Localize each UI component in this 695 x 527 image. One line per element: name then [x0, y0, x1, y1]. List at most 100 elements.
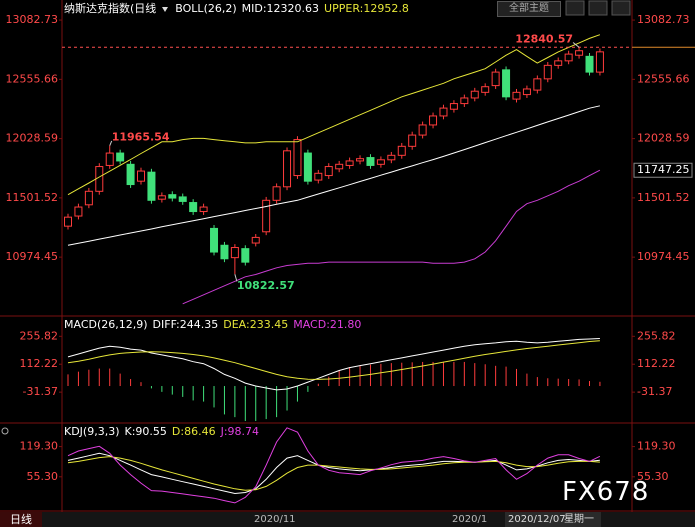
legend-entry: UPPER:12952.8	[324, 2, 409, 15]
candle-body	[554, 60, 563, 66]
indicator-line	[67, 340, 600, 380]
y-tick-label: 10974.45	[637, 250, 690, 263]
y-tick-label: -31.37	[23, 385, 58, 398]
price-box	[633, 162, 693, 178]
candle-body	[543, 64, 552, 80]
y-tick-label: 255.82	[637, 329, 676, 342]
legend-entry: K:90.55	[124, 425, 167, 438]
annotation: 12840.57	[515, 32, 573, 45]
candle-body	[210, 227, 219, 253]
legend-entry: MID:12320.63	[241, 2, 320, 15]
candle-body	[283, 150, 292, 188]
y-tick-label: 11501.52	[6, 191, 59, 204]
candle-body	[522, 88, 531, 96]
icon-button[interactable]	[565, 0, 585, 16]
candle-body	[220, 244, 229, 260]
legend-entry: DEA:233.45	[223, 318, 289, 331]
kdj-header: KDJ(9,3,3) K:90.55 D:86.46 J:98.74	[64, 425, 259, 439]
candle-body	[564, 53, 573, 62]
legend-entry: D:86.46	[171, 425, 216, 438]
indicator-line	[67, 427, 601, 504]
watermark: FX678	[562, 477, 650, 507]
y-tick-label: -31.37	[637, 385, 672, 398]
candle-body	[324, 166, 333, 177]
main-header: 纳斯达克指数(日线 BOLL(26,2) MID:12320.63 UPPER:129…	[64, 2, 409, 16]
candle-body	[366, 157, 375, 166]
candle-body	[64, 216, 72, 227]
period-tab[interactable]: 日线	[0, 512, 42, 527]
candle-body	[314, 172, 323, 181]
panel-icon	[1, 427, 9, 435]
icon-button[interactable]	[611, 0, 631, 16]
candle-body	[189, 202, 198, 213]
y-tick-label: 112.22	[20, 357, 59, 370]
y-tick-label: 11501.52	[637, 191, 690, 204]
indicator-name: MACD(26,12,9)	[64, 318, 148, 331]
indicator-line	[67, 338, 600, 391]
y-tick-label: 55.30	[637, 470, 669, 483]
candle-body	[481, 86, 490, 93]
date-highlight	[505, 512, 601, 527]
candle-body	[105, 152, 114, 166]
indicator-line	[67, 34, 601, 196]
candle-body	[470, 90, 479, 99]
candle-body	[512, 91, 521, 100]
y-tick-label: 255.82	[20, 329, 59, 342]
candle-body	[335, 163, 344, 170]
candle-body	[178, 196, 187, 202]
y-tick-label: 12028.59	[6, 132, 59, 145]
y-tick-label: 12028.59	[637, 132, 690, 145]
date-label: 2020/11	[254, 514, 296, 525]
date-label: 星期一	[564, 514, 594, 525]
candle-body	[345, 160, 354, 166]
y-tick-label: 55.30	[27, 470, 59, 483]
annotation-leader	[109, 140, 113, 146]
date-label: 2020/12/07	[508, 514, 566, 525]
candle-body	[272, 186, 281, 201]
y-tick-label: 10974.45	[6, 250, 59, 263]
candle-body	[293, 139, 302, 177]
indicator-line	[67, 456, 600, 491]
macd-header: MACD(26,12,9) DIFF:244.35 DEA:233.45 MACD:2…	[64, 318, 361, 332]
y-tick-label: 119.30	[637, 440, 676, 453]
candle-body	[303, 152, 312, 182]
candle-body	[575, 50, 584, 56]
candle-body	[157, 195, 166, 200]
candle-body	[74, 206, 83, 217]
candle-body	[491, 71, 500, 87]
price-box-label: 11747.25	[637, 163, 690, 176]
candle-body	[251, 236, 260, 244]
y-tick-label: 112.22	[637, 357, 676, 370]
legend-entry: DIFF:244.35	[152, 318, 219, 331]
candle-body	[262, 199, 271, 233]
candle-body	[116, 152, 125, 162]
candle-body	[418, 124, 427, 136]
annotation-leader	[234, 274, 238, 282]
candle-body	[147, 171, 156, 201]
legend-entry: MACD:21.80	[293, 318, 362, 331]
indicator-name: BOLL(26,2)	[175, 2, 237, 15]
date-label: 2020/1	[452, 514, 488, 525]
candle-body	[387, 154, 396, 161]
indicator-line	[67, 105, 601, 246]
candle-body	[356, 158, 365, 162]
candle-body	[502, 69, 511, 98]
y-tick-label: 119.30	[20, 440, 59, 453]
dropdown-arrow[interactable]	[162, 7, 169, 12]
candle-body	[84, 190, 93, 206]
candle-body	[408, 134, 417, 147]
candle-body	[376, 159, 385, 165]
candle-body	[126, 163, 135, 186]
theme-button[interactable]: 全部主题	[497, 1, 561, 17]
indicator-line	[67, 452, 600, 495]
candle-body	[585, 55, 594, 73]
annotation: 11965.54	[112, 131, 170, 144]
candle-body	[199, 206, 208, 213]
icon-button[interactable]	[588, 0, 608, 16]
candle-body	[449, 103, 458, 110]
candle-body	[460, 97, 469, 105]
candle-body	[137, 170, 146, 182]
candle-body	[595, 51, 604, 73]
